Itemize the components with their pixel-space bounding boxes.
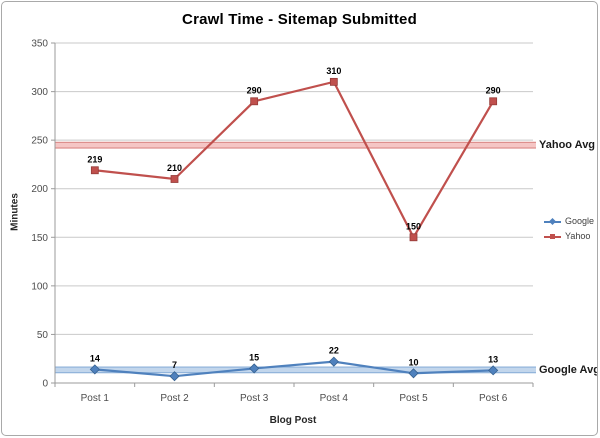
google-legend-marker-icon bbox=[548, 217, 557, 226]
google-marker bbox=[249, 363, 260, 374]
avg-band bbox=[55, 141, 536, 149]
yahoo-marker bbox=[250, 97, 259, 106]
x-category-label: Post 5 bbox=[399, 393, 428, 404]
x-category-label: Post 4 bbox=[320, 393, 349, 404]
y-tick-label: 0 bbox=[42, 379, 48, 390]
yahoo-marker bbox=[90, 166, 99, 175]
data-label: 210 bbox=[167, 163, 182, 173]
google-marker bbox=[488, 365, 499, 376]
yahoo-marker bbox=[329, 77, 338, 86]
legend-item-google: Google bbox=[544, 217, 594, 226]
legend: Google Yahoo bbox=[544, 217, 594, 241]
chart-title: Crawl Time - Sitemap Submitted bbox=[182, 11, 417, 28]
yahoo-legend-line-icon bbox=[544, 234, 561, 239]
data-label: 219 bbox=[87, 154, 102, 164]
data-label: 310 bbox=[326, 66, 341, 76]
y-tick-label: 200 bbox=[31, 184, 48, 195]
y-tick-label: 300 bbox=[31, 87, 48, 98]
legend-item-yahoo: Yahoo bbox=[544, 232, 594, 241]
google-marker bbox=[328, 356, 339, 367]
data-label: 290 bbox=[247, 85, 262, 95]
legend-label-google: Google bbox=[565, 216, 595, 226]
yahoo-marker bbox=[409, 233, 418, 242]
data-label: 150 bbox=[406, 221, 421, 231]
google-marker bbox=[169, 371, 180, 382]
y-tick-label: 250 bbox=[31, 136, 48, 147]
x-category-label: Post 2 bbox=[160, 393, 189, 404]
legend-label-yahoo: Yahoo bbox=[565, 231, 591, 241]
google-marker bbox=[408, 368, 419, 379]
x-category-label: Post 6 bbox=[479, 393, 508, 404]
y-tick-label: 50 bbox=[37, 330, 49, 341]
google-avg-label: Google Avg bbox=[539, 363, 598, 376]
data-label: 290 bbox=[486, 85, 501, 95]
y-tick-label: 150 bbox=[31, 233, 48, 244]
google-marker bbox=[89, 364, 100, 375]
data-label: 10 bbox=[408, 357, 418, 367]
data-label: 15 bbox=[249, 352, 259, 362]
y-axis-title: Minutes bbox=[9, 193, 21, 231]
yahoo-legend-marker-icon bbox=[550, 234, 555, 239]
y-tick-label: 100 bbox=[31, 281, 48, 292]
yahoo-avg-label: Yahoo Avg bbox=[539, 139, 596, 152]
avg-band bbox=[55, 366, 536, 374]
data-label: 22 bbox=[329, 346, 339, 356]
google-legend-line-icon bbox=[544, 217, 561, 226]
data-label: 7 bbox=[172, 360, 177, 370]
x-axis-title: Blog Post bbox=[269, 415, 317, 426]
x-category-label: Post 3 bbox=[240, 393, 269, 404]
series-line-google bbox=[94, 360, 494, 378]
data-label: 14 bbox=[90, 353, 100, 363]
x-category-label: Post 1 bbox=[81, 393, 110, 404]
series-line-yahoo bbox=[94, 80, 495, 240]
data-label: 13 bbox=[488, 354, 498, 364]
y-tick-label: 350 bbox=[31, 39, 48, 50]
yahoo-marker bbox=[170, 175, 179, 183]
yahoo-marker bbox=[489, 97, 498, 106]
